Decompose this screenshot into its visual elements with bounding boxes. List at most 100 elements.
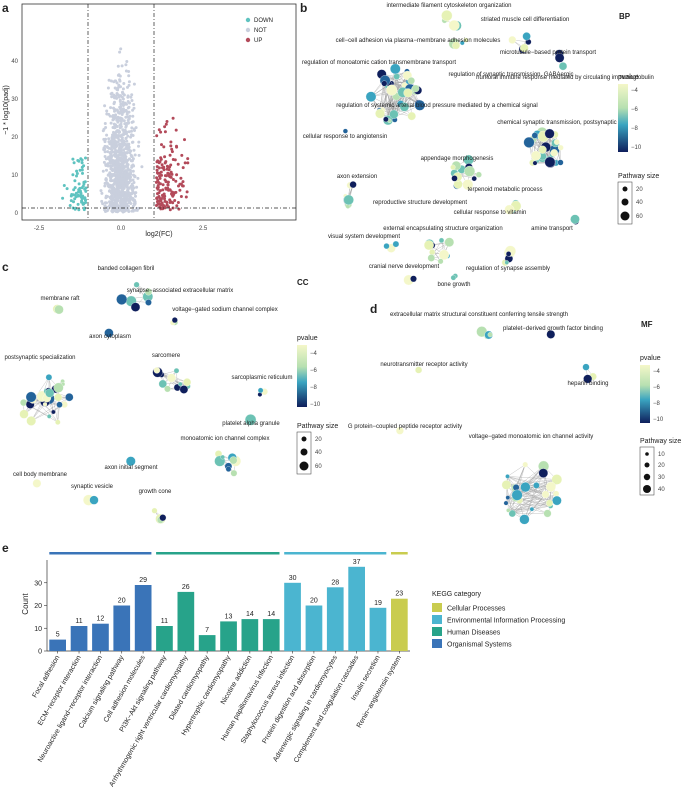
volcano-point bbox=[118, 201, 122, 205]
volcano-point-up bbox=[181, 180, 185, 184]
volcano-point bbox=[131, 169, 135, 173]
cc-size-box bbox=[296, 431, 312, 475]
volcano-point bbox=[108, 142, 112, 146]
network-node bbox=[42, 402, 48, 407]
bar-value-label: 19 bbox=[374, 600, 382, 607]
volcano-point-up bbox=[156, 192, 159, 196]
volcano-point-up bbox=[168, 175, 172, 179]
bp-size-tick: 20 bbox=[636, 187, 643, 193]
volcano-point bbox=[115, 194, 119, 198]
legend-not-label: NOT bbox=[254, 28, 267, 34]
volcano-point bbox=[109, 189, 113, 193]
mf-tag: MF bbox=[641, 320, 653, 329]
bp-label: cell−cell adhesion via plasma−membrane a… bbox=[336, 38, 501, 44]
volcano-point bbox=[121, 180, 125, 184]
cc-labels: banded collagen fibril synapse−associate… bbox=[4, 266, 292, 495]
bar bbox=[262, 619, 280, 651]
volcano-point bbox=[115, 92, 119, 95]
volcano-point bbox=[119, 107, 122, 111]
volcano-point bbox=[122, 203, 125, 207]
volcano-point bbox=[118, 142, 122, 146]
bp-label: regulation of synaptic transmission, GAB… bbox=[448, 72, 573, 78]
volcano-point bbox=[120, 177, 124, 181]
volcano-point bbox=[109, 176, 113, 180]
bar bbox=[113, 605, 131, 651]
network-node bbox=[25, 391, 37, 403]
network-node bbox=[407, 77, 415, 85]
volcano-point-down bbox=[75, 169, 79, 173]
volcano-point bbox=[123, 171, 127, 175]
volcano-point-up bbox=[186, 157, 190, 161]
volcano-point-up bbox=[170, 147, 174, 151]
volcano-point bbox=[106, 150, 110, 154]
volcano-point-up bbox=[181, 166, 185, 170]
cc-label: monoatomic ion channel complex bbox=[180, 436, 269, 442]
network-node bbox=[450, 274, 457, 281]
bp-size-tick: 60 bbox=[636, 214, 643, 220]
cc-colorbar bbox=[297, 345, 307, 407]
kegg-legend-swatch bbox=[432, 639, 442, 648]
volcano-point-up bbox=[163, 174, 167, 178]
volcano-point-up bbox=[171, 201, 175, 205]
volcano-point bbox=[131, 134, 135, 137]
bar-value-label: 23 bbox=[395, 591, 403, 598]
volcano-point bbox=[125, 185, 129, 189]
volcano-point bbox=[113, 208, 117, 212]
volcano-point bbox=[130, 129, 133, 133]
volcano-point-up bbox=[162, 145, 166, 149]
network-node bbox=[151, 507, 158, 514]
network-node bbox=[464, 165, 476, 177]
volcano-point-down bbox=[61, 196, 65, 200]
network-node bbox=[557, 159, 564, 166]
volcano-point bbox=[120, 165, 124, 169]
volcano-point bbox=[103, 140, 107, 144]
volcano-point bbox=[136, 176, 140, 180]
cc-legend-title: pvalue bbox=[297, 335, 318, 342]
volcano-point bbox=[131, 140, 135, 144]
volcano-point bbox=[103, 147, 107, 151]
volcano-point bbox=[103, 184, 107, 188]
network-node bbox=[178, 381, 183, 387]
volcano-point-down bbox=[77, 208, 81, 212]
bp-label: regulation of systemic arterial blood pr… bbox=[336, 103, 537, 109]
bar bbox=[70, 626, 88, 651]
bp-label: reproductive structure development bbox=[373, 200, 467, 206]
volcano-point bbox=[130, 182, 134, 186]
volcano-point bbox=[127, 80, 131, 84]
network-node bbox=[503, 500, 509, 506]
volcano-point bbox=[127, 74, 131, 78]
bp-label: cellular response to angiotensin bbox=[303, 134, 387, 140]
volcano-point-up bbox=[160, 143, 163, 147]
cc-size-tick: 40 bbox=[315, 450, 322, 456]
volcano-point-up bbox=[161, 188, 165, 192]
network-node bbox=[475, 171, 482, 178]
volcano-point-up bbox=[168, 188, 172, 192]
volcano-point bbox=[131, 204, 135, 208]
volcano-point bbox=[120, 173, 124, 177]
bp-label: visual system development bbox=[328, 234, 400, 240]
cc-label: membrane raft bbox=[40, 296, 79, 302]
volcano-point bbox=[103, 144, 107, 148]
volcano-point bbox=[134, 191, 138, 195]
mf-label: platelet−derived growth factor binding bbox=[503, 326, 603, 332]
cc-size-title: Pathway size bbox=[297, 423, 338, 430]
network-node bbox=[508, 35, 517, 44]
network-node bbox=[532, 160, 538, 166]
volcano-point bbox=[125, 151, 129, 154]
network-node bbox=[46, 414, 52, 419]
volcano-point-down bbox=[74, 191, 78, 195]
volcano-point bbox=[132, 198, 136, 202]
volcano-point-up bbox=[170, 172, 174, 176]
network-node bbox=[511, 489, 523, 501]
volcano-point bbox=[115, 135, 119, 139]
bp-label: striated muscle cell differentiation bbox=[481, 17, 570, 23]
volcano-point-up bbox=[156, 199, 160, 203]
network-node bbox=[45, 374, 53, 381]
network-node bbox=[504, 260, 510, 265]
volcano-point-up bbox=[166, 165, 170, 169]
network-node bbox=[546, 330, 556, 339]
network-node bbox=[125, 456, 136, 467]
mf-size-tick: 40 bbox=[658, 487, 665, 493]
volcano-points bbox=[61, 47, 190, 214]
network-node bbox=[343, 194, 354, 206]
